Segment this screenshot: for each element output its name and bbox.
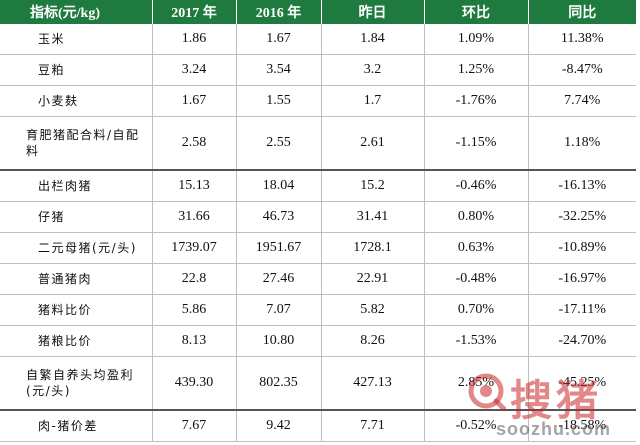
cell-2017: 22.8 (152, 263, 237, 295)
row-label: 猪粮比价 (0, 325, 153, 357)
cell-mom: -1.76% (424, 85, 529, 117)
table-row: 小麦麸 1.67 1.55 1.7 -1.76% 7.74% (0, 85, 636, 117)
header-2016: 2016 年 (236, 0, 322, 24)
cell-2017: 15.13 (152, 169, 237, 202)
cell-mom: -1.53% (424, 325, 529, 357)
cell-yesterday: 1728.1 (321, 232, 425, 264)
cell-yesterday: 2.61 (321, 116, 425, 171)
table-row: 豆粕 3.24 3.54 3.2 1.25% -8.47% (0, 54, 636, 86)
cell-2017: 1.86 (152, 24, 237, 55)
cell-2017: 7.67 (152, 409, 237, 442)
row-label: 玉米 (0, 24, 153, 55)
cell-yesterday: 8.26 (321, 325, 425, 357)
cell-2016: 46.73 (236, 201, 322, 233)
header-2017: 2017 年 (152, 0, 237, 24)
cell-yesterday: 15.2 (321, 169, 425, 202)
cell-yesterday: 5.82 (321, 294, 425, 326)
cell-yesterday: 1.84 (321, 24, 425, 55)
cell-yoy: -8.47% (528, 54, 636, 86)
table-row: 二元母猪(元/头) 1739.07 1951.67 1728.1 0.63% -… (0, 232, 636, 264)
row-label: 普通猪肉 (0, 263, 153, 295)
table-row: 仔猪 31.66 46.73 31.41 0.80% -32.25% (0, 201, 636, 233)
table-row: 猪料比价 5.86 7.07 5.82 0.70% -17.11% (0, 294, 636, 326)
cell-yesterday: 31.41 (321, 201, 425, 233)
cell-yoy: 7.74% (528, 85, 636, 117)
cell-yoy: -32.25% (528, 201, 636, 233)
cell-2016: 802.35 (236, 356, 322, 411)
cell-2017: 5.86 (152, 294, 237, 326)
row-label: 小麦麸 (0, 85, 153, 117)
cell-2017: 8.13 (152, 325, 237, 357)
cell-mom: 0.63% (424, 232, 529, 264)
cell-2016: 2.55 (236, 116, 322, 171)
header-mom: 环比 (424, 0, 529, 24)
row-label: 仔猪 (0, 201, 153, 233)
table-row: 猪粮比价 8.13 10.80 8.26 -1.53% -24.70% (0, 325, 636, 357)
table-row: 自繁自养头均盈利(元/头) 439.30 802.35 427.13 2.85%… (0, 356, 636, 411)
cell-yoy: -18.58% (528, 409, 636, 442)
cell-mom: 0.80% (424, 201, 529, 233)
table-row: 出栏肉猪 15.13 18.04 15.2 -0.46% -16.13% (0, 169, 636, 202)
cell-yoy: -16.13% (528, 169, 636, 202)
cell-2017: 2.58 (152, 116, 237, 171)
cell-2016: 27.46 (236, 263, 322, 295)
cell-yesterday: 7.71 (321, 409, 425, 442)
row-label: 育肥猪配合料/自配料 (0, 116, 153, 171)
table-row: 肉-猪价差 7.67 9.42 7.71 -0.52% -18.58% (0, 409, 636, 442)
cell-mom: -1.15% (424, 116, 529, 171)
row-label: 自繁自养头均盈利(元/头) (0, 356, 153, 411)
cell-yesterday: 3.2 (321, 54, 425, 86)
table-row: 普通猪肉 22.8 27.46 22.91 -0.48% -16.97% (0, 263, 636, 295)
cell-mom: 2.85% (424, 356, 529, 411)
cell-2017: 3.24 (152, 54, 237, 86)
row-label: 猪料比价 (0, 294, 153, 326)
header-indicator: 指标(元/kg) (0, 0, 153, 24)
row-label: 二元母猪(元/头) (0, 232, 153, 264)
table-row: 玉米 1.86 1.67 1.84 1.09% 11.38% (0, 24, 636, 55)
cell-yesterday: 22.91 (321, 263, 425, 295)
cell-2016: 1951.67 (236, 232, 322, 264)
header-yesterday: 昨日 (321, 0, 425, 24)
cell-yesterday: 1.7 (321, 85, 425, 117)
cell-mom: -0.46% (424, 169, 529, 202)
cell-mom: 0.70% (424, 294, 529, 326)
table-row: 育肥猪配合料/自配料 2.58 2.55 2.61 -1.15% 1.18% (0, 116, 636, 171)
cell-2016: 18.04 (236, 169, 322, 202)
table-header-row: 指标(元/kg) 2017 年 2016 年 昨日 环比 同比 (0, 0, 636, 24)
cell-mom: 1.25% (424, 54, 529, 86)
cell-2017: 439.30 (152, 356, 237, 411)
row-label: 肉-猪价差 (0, 409, 153, 442)
cell-mom: 1.09% (424, 24, 529, 55)
cell-2016: 10.80 (236, 325, 322, 357)
cell-yesterday: 427.13 (321, 356, 425, 411)
row-label: 出栏肉猪 (0, 169, 153, 202)
row-label: 豆粕 (0, 54, 153, 86)
cell-2017: 1.67 (152, 85, 237, 117)
cell-yoy: -24.70% (528, 325, 636, 357)
cell-2017: 31.66 (152, 201, 237, 233)
cell-2016: 9.42 (236, 409, 322, 442)
cell-yoy: -10.89% (528, 232, 636, 264)
cell-yoy: 11.38% (528, 24, 636, 55)
cell-2016: 1.55 (236, 85, 322, 117)
cell-mom: -0.48% (424, 263, 529, 295)
cell-2016: 1.67 (236, 24, 322, 55)
cell-2016: 7.07 (236, 294, 322, 326)
cell-yoy: 1.18% (528, 116, 636, 171)
cell-2017: 1739.07 (152, 232, 237, 264)
header-yoy: 同比 (528, 0, 636, 24)
cell-yoy: -45.25% (528, 356, 636, 411)
cell-yoy: -17.11% (528, 294, 636, 326)
cell-yoy: -16.97% (528, 263, 636, 295)
cell-2016: 3.54 (236, 54, 322, 86)
cell-mom: -0.52% (424, 409, 529, 442)
